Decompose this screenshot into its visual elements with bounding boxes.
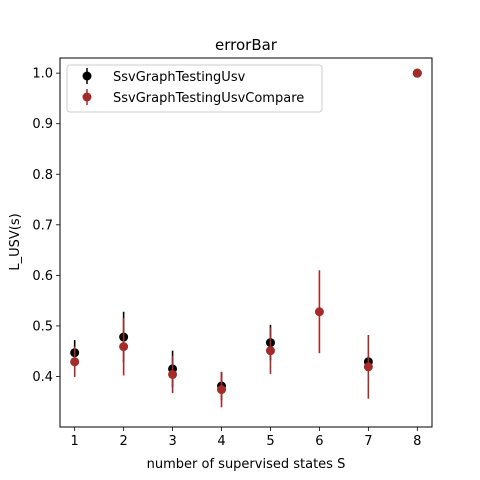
legend-marker-1: [82, 71, 92, 81]
series-2-point-4: [217, 385, 227, 395]
series-2-point-2: [119, 342, 129, 352]
plot-marks: [70, 68, 422, 408]
axis-ticks: 1 2 3 4 5 6 7 8 0.4 0.5 0.6 0.7 0.8 0.9 1.0: [32, 67, 421, 449]
x-axis-title: number of supervised states S: [147, 457, 346, 472]
y-tick-label-3: 0.7: [32, 218, 53, 233]
x-tick-label-4: 4: [217, 434, 225, 449]
y-tick-label-6: 1.0: [32, 67, 53, 82]
legend-frame: [66, 64, 323, 113]
legend-entry-1: SsvGraphTestingUsv: [82, 68, 246, 85]
chart-title: errorBar: [215, 36, 278, 54]
legend: SsvGraphTestingUsv SsvGraphTestingUsvCom…: [66, 64, 323, 113]
plot-frame: [59, 57, 433, 428]
x-tick-label-8: 8: [413, 434, 421, 449]
y-tick-label-4: 0.8: [32, 168, 53, 183]
legend-label-2: SsvGraphTestingUsvCompare: [113, 91, 304, 106]
y-tick-label-1: 0.5: [32, 319, 53, 334]
series-2-point-7: [363, 362, 373, 372]
y-tick-label-5: 0.9: [32, 117, 53, 132]
series-2-point-6: [314, 307, 324, 317]
x-tick-label-5: 5: [266, 434, 274, 449]
y-axis-title: L_USV(s): [8, 213, 23, 270]
legend-label-1: SsvGraphTestingUsv: [113, 70, 246, 85]
x-tick-label-7: 7: [364, 434, 372, 449]
x-tick-label-2: 2: [119, 434, 127, 449]
y-tick-label-2: 0.6: [32, 269, 53, 284]
y-tick-label-0: 0.4: [32, 370, 53, 385]
x-tick-label-6: 6: [315, 434, 323, 449]
series-2-point-3: [168, 369, 178, 379]
x-tick-label-1: 1: [71, 434, 79, 449]
series-2-point-8: [412, 68, 422, 78]
x-tick-label-3: 3: [168, 434, 176, 449]
legend-entry-2: SsvGraphTestingUsvCompare: [82, 89, 304, 106]
series-2-point-5: [265, 346, 275, 356]
legend-marker-2: [82, 92, 92, 102]
series-2: [70, 68, 422, 408]
series-2-point-1: [70, 357, 80, 367]
